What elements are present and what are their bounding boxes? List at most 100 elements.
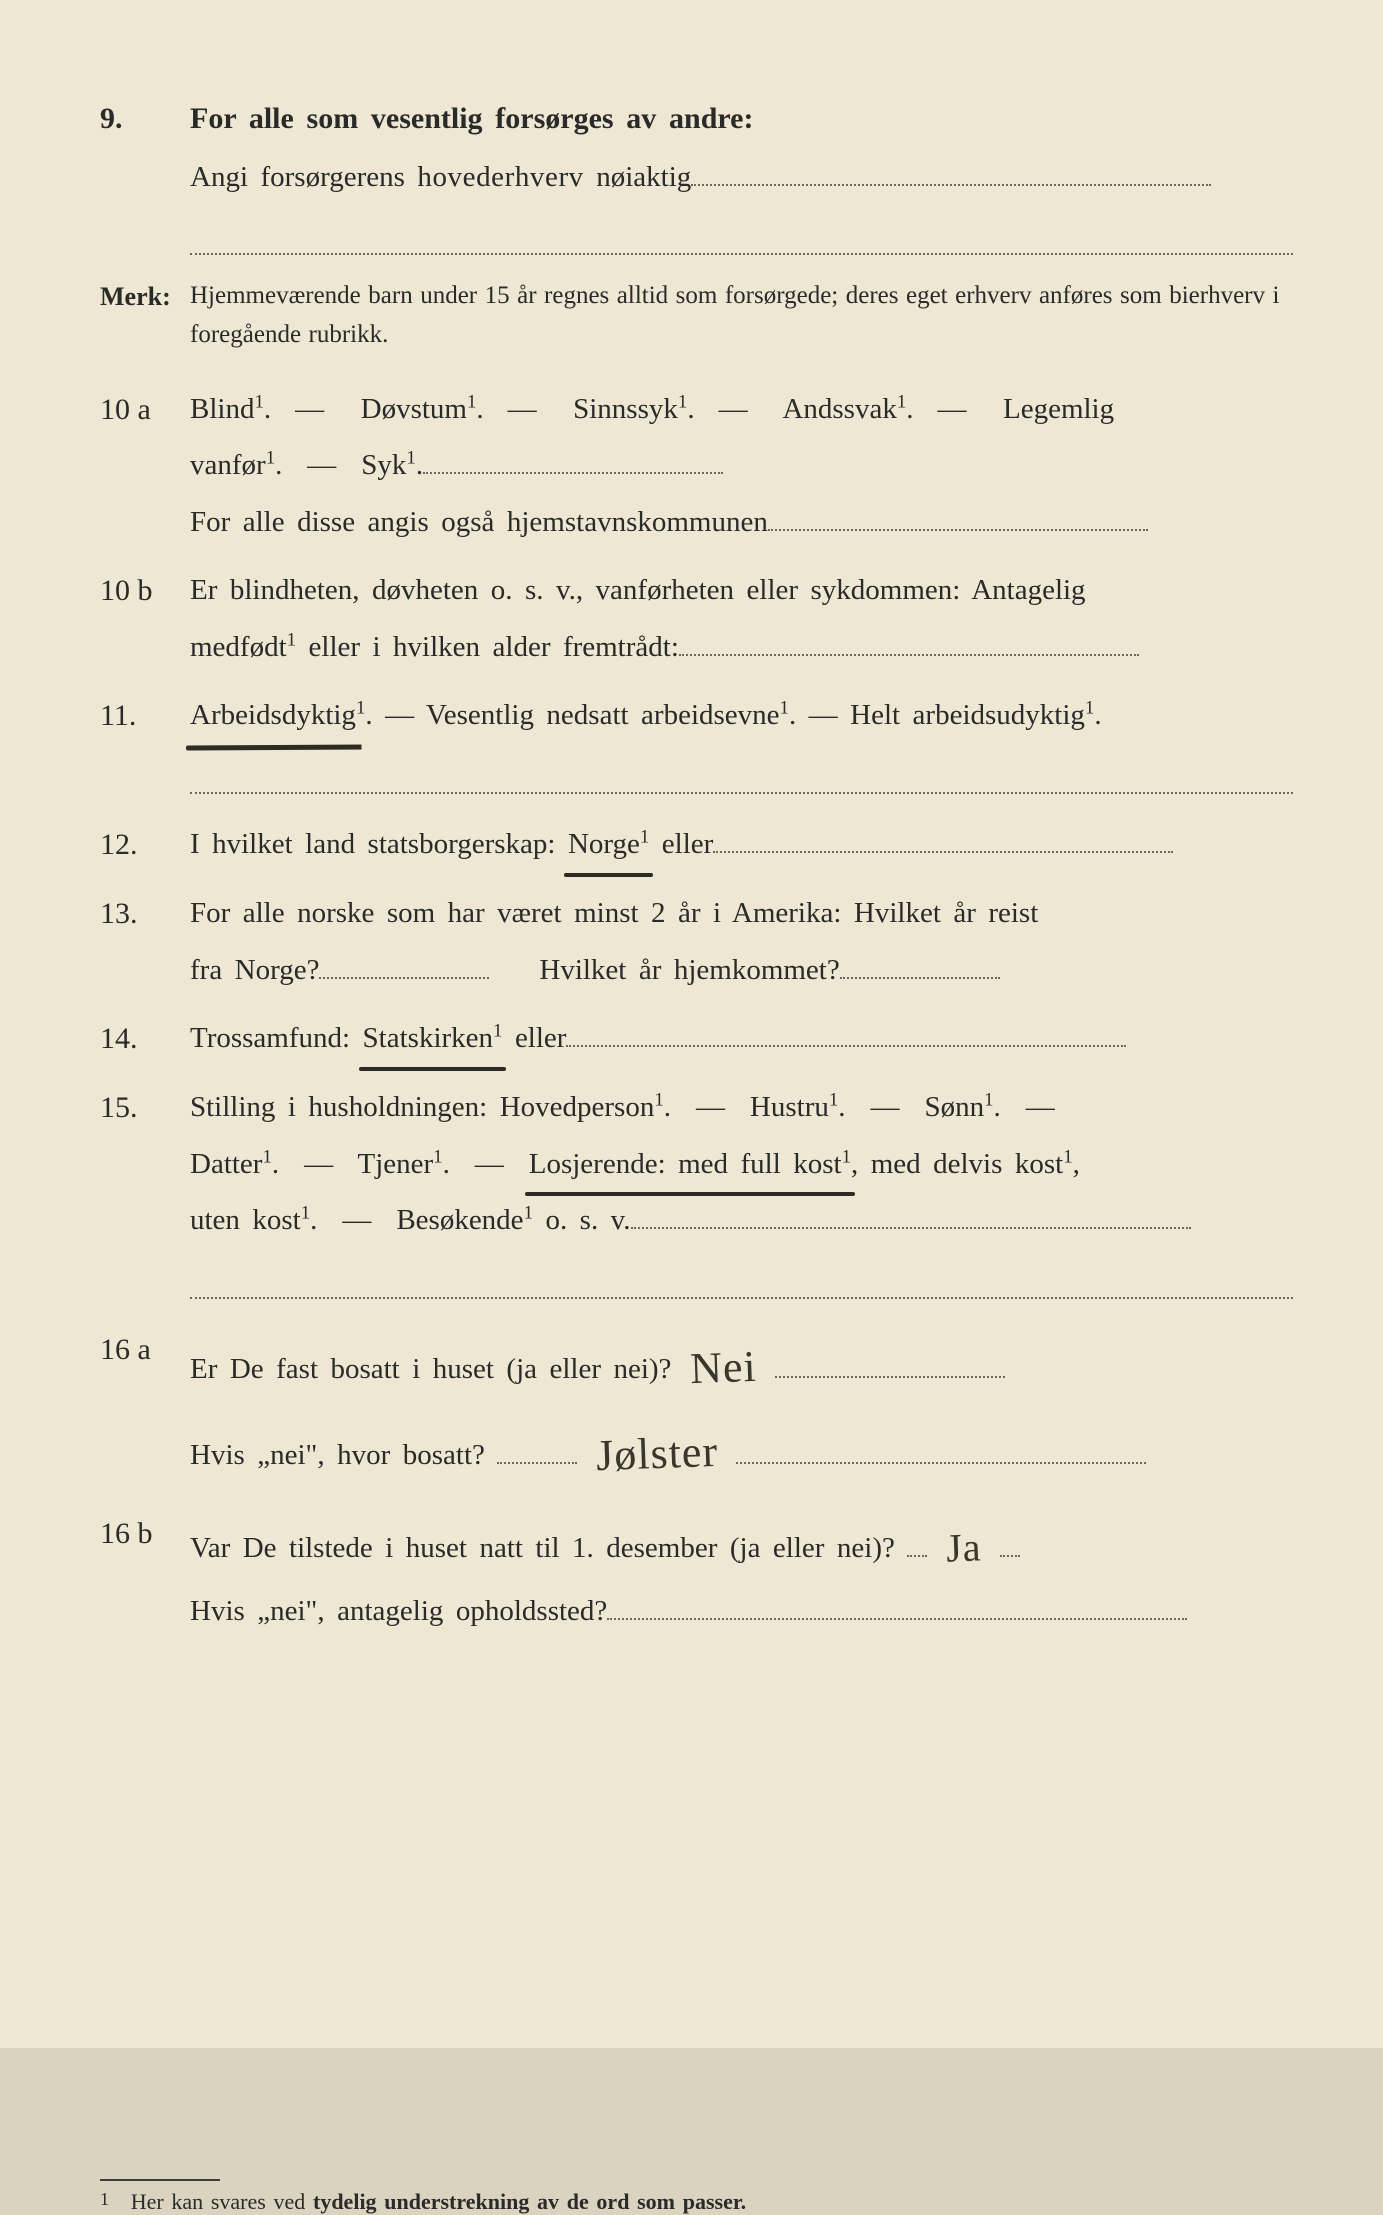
q10b-line1: Er blindheten, døvheten o. s. v., vanfør… [190,574,1086,606]
q15-osv: o. s. v. [533,1204,631,1236]
q15-sonn: Sønn [924,1091,984,1123]
q10a-opt-andssvak: Andssvak [782,393,896,425]
q10a-syk: Syk [361,449,406,481]
q16b-blank2[interactable] [607,1587,1187,1619]
q10a-line3: For alle disse angis også hjemstavnskomm… [190,506,768,538]
q12-norge-underlined: Norge1 [568,816,649,873]
q13-number: 13. [100,885,190,942]
q16b-blank1b[interactable] [1000,1524,1020,1556]
q15-number: 15. [100,1079,190,1136]
footnote-texta: Her kan svares ved [131,2189,313,2214]
q10a-blank2[interactable] [768,498,1148,530]
q15-body: Stilling i husholdningen: Hovedperson1. … [190,1079,1293,1249]
q10a-blank1[interactable] [423,442,723,474]
q11-body: Arbeidsdyktig1. — Vesentlig nedsatt arbe… [190,687,1293,744]
q10b-line2b: eller i hvilken alder fremtrådt: [296,631,679,663]
q15-line2tail: , med delvis kost [851,1148,1063,1180]
question-10b: 10 b Er blindheten, døvheten o. s. v., v… [100,562,1293,675]
q14-textb: eller [502,1022,566,1054]
q14-texta: Trossamfund: [190,1022,363,1054]
q9-number: 9. [100,90,190,147]
q10b-blank[interactable] [679,623,1139,655]
q14-opt-text: Statskirken [363,1022,494,1054]
q15-losjerende-text: Losjerende: med full kost [529,1148,842,1180]
q13-line1: For alle norske som har været minst 2 år… [190,897,1038,929]
q9-body: For alle som vesentlig forsørges av andr… [190,90,1293,205]
q10b-body: Er blindheten, døvheten o. s. v., vanfør… [190,562,1293,675]
q11-opt2: Vesentlig nedsatt arbeidsevne [426,699,780,731]
merk-label: Merk: [100,277,190,317]
q10a-opt-legemlig: Legemlig [1003,393,1114,425]
q15-hovedperson: Hovedperson [500,1091,655,1123]
q11-blank-line[interactable] [190,762,1293,794]
q9-blank[interactable] [691,153,1211,185]
q10b-number: 10 b [100,562,190,619]
question-11: 11. Arbeidsdyktig1. — Vesentlig nedsatt … [100,687,1293,744]
q10b-medfodt: medfødt [190,631,287,663]
q16b-blank1a[interactable] [907,1524,927,1556]
q12-blank[interactable] [713,821,1173,853]
q16a-answer2-handwritten: Jølster [595,1409,720,1499]
q14-body: Trossamfund: Statskirken1 eller [190,1010,1293,1067]
footnote-textb: tydelig understrekning av de ord som pas… [313,2189,746,2214]
q15-utenkost: uten kost [190,1204,301,1236]
q12-texta: I hvilket land statsborgerskap: [190,828,568,860]
footnote-num: 1 [100,2189,109,2209]
q11-opt1-underlined: Arbeidsdyktig1 [190,687,365,744]
question-14: 14. Trossamfund: Statskirken1 eller [100,1010,1293,1067]
note-merk: Merk: Hjemmeværende barn under 15 år reg… [100,277,1293,355]
q14-statskirken-underlined: Statskirken1 [363,1010,503,1067]
question-15: 15. Stilling i husholdningen: Hovedperso… [100,1079,1293,1249]
q11-opt3: Helt arbeidsudyktig [850,699,1085,731]
q10a-opt-blind: Blind [190,393,254,425]
q14-number: 14. [100,1010,190,1067]
q9-title: For alle som vesentlig forsørges av andr… [190,102,753,135]
q12-body: I hvilket land statsborgerskap: Norge1 e… [190,816,1293,873]
q13-blank1[interactable] [319,946,489,978]
question-13: 13. For alle norske som har været minst … [100,885,1293,998]
q13-body: For alle norske som har været minst 2 år… [190,885,1293,998]
q15-hustru: Hustru [750,1091,829,1123]
q13-line2a: fra Norge? [190,954,319,986]
question-16b: 16 b Var De tilstede i huset natt til 1.… [100,1505,1293,1640]
q9-line2c: nøiaktig [584,161,692,193]
q9-blank-line[interactable] [190,223,1293,255]
q10a-body: Blind1.— Døvstum1.— Sinnssyk1.— Andssvak… [190,381,1293,551]
q10a-opt-sinnssyk: Sinnssyk [573,393,678,425]
q16b-line1: Var De tilstede i huset natt til 1. dese… [190,1532,895,1564]
q15-datter: Datter [190,1148,262,1180]
q11-number: 11. [100,687,190,744]
q16a-line1: Er De fast bosatt i huset (ja eller nei)… [190,1353,671,1385]
q15-blank[interactable] [631,1197,1191,1229]
q11-opt1-text: Arbeidsdyktig [190,699,356,731]
census-form-page: 9. For alle som vesentlig forsørges av a… [0,0,1383,2048]
merk-text: Hjemmeværende barn under 15 år regnes al… [190,277,1293,355]
q9-line2b: hovederhverv [417,161,583,193]
q12-number: 12. [100,816,190,873]
q15-blank-line[interactable] [190,1267,1293,1299]
q16b-body: Var De tilstede i huset natt til 1. dese… [190,1505,1293,1640]
q15-besokende: Besøkende [396,1204,523,1236]
q16b-number: 16 b [100,1505,190,1562]
q16a-blank1[interactable] [775,1346,1005,1378]
footnote-rule [100,2179,220,2181]
q9-line2a: Angi forsørgerens [190,161,417,193]
q15-tjener: Tjener [358,1148,434,1180]
q10a-number: 10 a [100,381,190,438]
q16a-answer1-handwritten: Nei [689,1324,758,1412]
q16a-blank2b[interactable] [736,1431,1146,1463]
q10a-vanfor: vanfør [190,449,266,481]
q15-texta: Stilling i husholdningen: [190,1091,500,1123]
q16a-blank2a[interactable] [497,1431,577,1463]
q13-line2b: Hvilket år hjemkommet? [539,954,839,986]
question-9: 9. For alle som vesentlig forsørges av a… [100,90,1293,205]
q16a-line2: Hvis „nei", hvor bosatt? [190,1439,485,1471]
question-16a: 16 a Er De fast bosatt i huset (ja eller… [100,1321,1293,1493]
q16b-line2: Hvis „nei", antagelig opholdssted? [190,1595,607,1627]
q16a-number: 16 a [100,1321,190,1378]
q14-blank[interactable] [566,1015,1126,1047]
footnote: 1 Her kan svares ved tydelig understrekn… [100,2189,1293,2215]
q13-blank2[interactable] [840,946,1000,978]
q16b-answer1-handwritten: Ja [945,1508,983,1587]
q15-losjerende-underlined: Losjerende: med full kost1 [529,1136,851,1193]
